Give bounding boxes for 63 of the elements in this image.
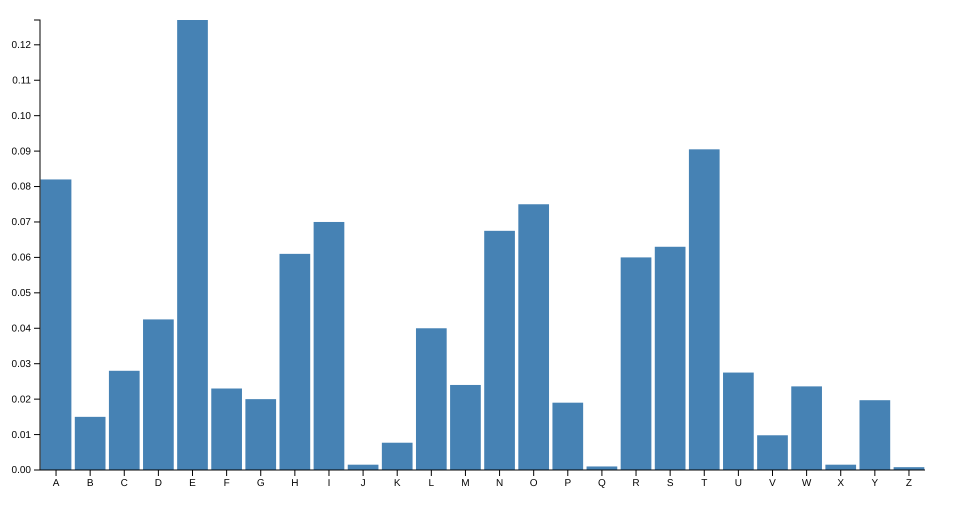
bar: [245, 399, 276, 470]
bar: [382, 442, 413, 470]
x-tick-label: A: [52, 478, 60, 490]
y-tick-label: 0.07: [12, 217, 32, 228]
y-tick-label: 0.08: [12, 182, 32, 193]
y-tick-label: 0.01: [12, 430, 32, 441]
y-tick-label: 0.05: [12, 288, 32, 300]
bar: [108, 370, 140, 470]
bar: [143, 319, 174, 470]
bar: [484, 230, 515, 470]
x-tick-label: Z: [906, 478, 912, 490]
y-tick-label: 0.02: [12, 394, 32, 406]
bar: [450, 384, 481, 470]
x-tick-label: Y: [872, 478, 879, 490]
x-tick-label: W: [802, 478, 812, 490]
bar: [620, 257, 652, 470]
y-tick-label: 0.12: [12, 40, 32, 52]
x-tick-label: X: [837, 478, 844, 490]
x-tick-label: G: [256, 478, 265, 490]
x-tick-label: M: [461, 478, 470, 490]
bar: [416, 328, 447, 470]
bar: [74, 416, 106, 470]
bar: [348, 464, 378, 470]
bar: [859, 400, 890, 470]
bar: [280, 254, 310, 470]
x-tick-label: E: [189, 478, 196, 490]
y-tick-label: 0.04: [12, 323, 32, 334]
x-tick-label: C: [120, 478, 128, 490]
x-tick-label: J: [360, 478, 366, 490]
bar: [791, 386, 822, 470]
x-tick-label: H: [291, 478, 298, 490]
y-tick-label: 0.06: [12, 252, 32, 264]
x-tick-label: V: [769, 478, 776, 490]
y-tick-label: 0.03: [12, 358, 32, 370]
bar: [825, 464, 856, 470]
x-tick-label: U: [734, 478, 742, 490]
x-tick-label: N: [496, 478, 504, 490]
x-tick-label: O: [530, 478, 538, 490]
y-tick-label: 0.00: [12, 465, 32, 476]
bar: [552, 402, 584, 470]
x-tick-label: S: [666, 478, 674, 490]
bar: [654, 246, 686, 470]
bar: [518, 204, 550, 470]
x-tick-label: D: [154, 478, 162, 490]
bar: [757, 435, 788, 470]
bar: [688, 149, 720, 470]
bar: [211, 388, 242, 470]
x-tick-label: I: [328, 478, 330, 490]
bar: [723, 372, 754, 470]
x-tick-label: K: [394, 478, 401, 490]
y-tick-label: 0.10: [12, 110, 32, 122]
y-tick-label: 0.11: [12, 75, 32, 86]
bar: [177, 20, 208, 470]
x-tick-label: R: [632, 478, 640, 490]
x-tick-label: Q: [598, 478, 606, 490]
x-tick-label: B: [86, 478, 94, 490]
x-tick-label: F: [224, 478, 230, 490]
bar: [40, 179, 72, 470]
x-tick-label: T: [701, 478, 708, 490]
bar: [314, 222, 344, 470]
y-tick-label: 0.09: [12, 146, 32, 158]
x-tick-label: P: [564, 478, 572, 490]
x-tick-label: L: [428, 478, 435, 490]
